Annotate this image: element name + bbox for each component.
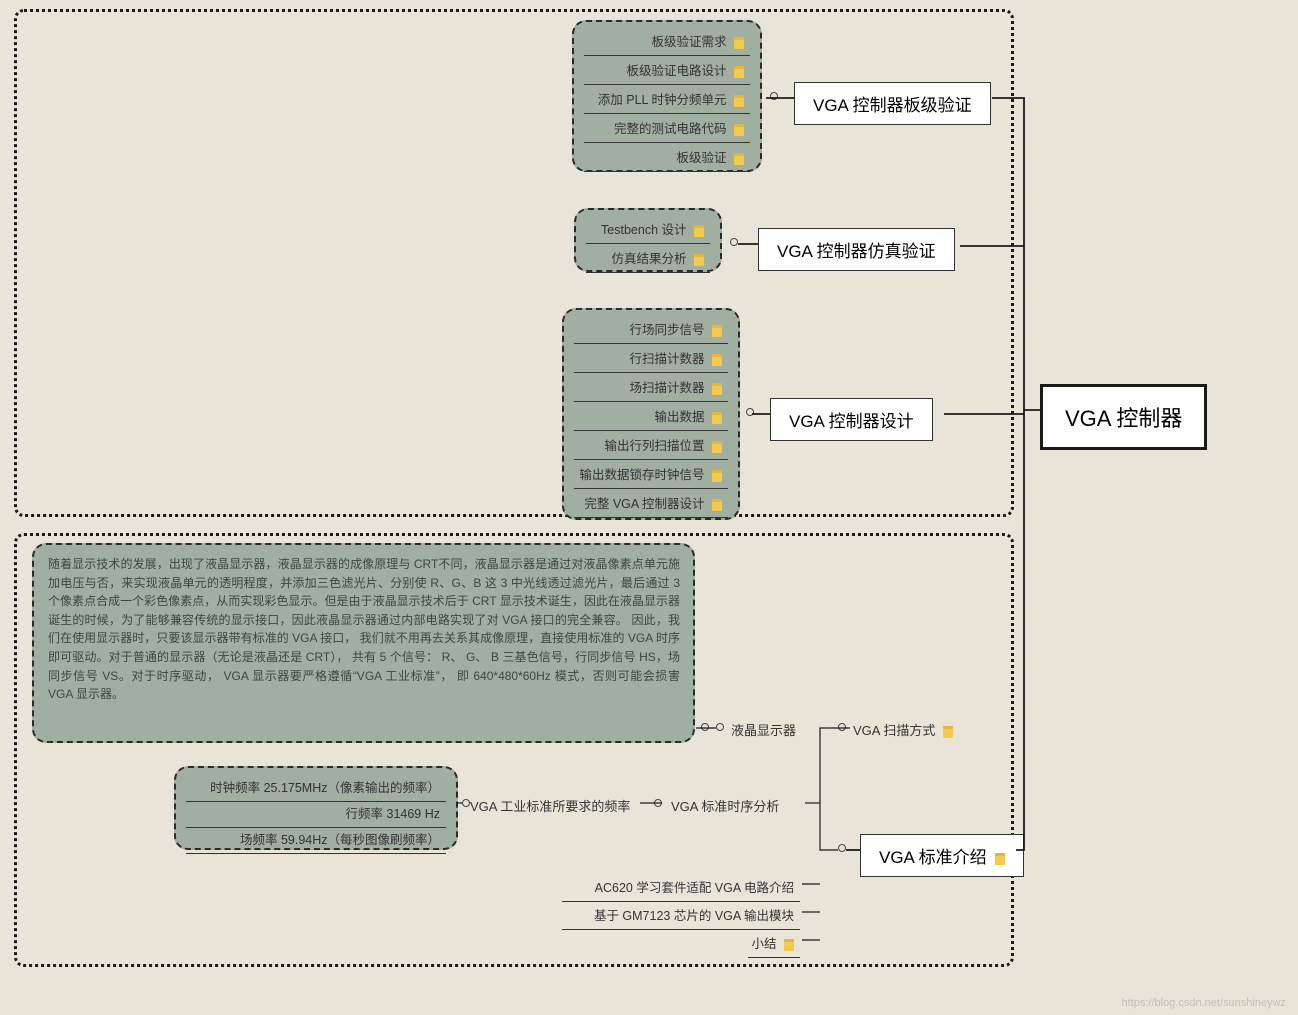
item-gm7123[interactable]: 基于 GM7123 芯片的 VGA 输出模块 xyxy=(562,902,800,930)
doc-icon xyxy=(734,153,744,165)
list-item[interactable]: 仿真结果分析 xyxy=(586,245,710,273)
item-summary-label: 小结 xyxy=(752,937,777,951)
branch-board-label: VGA 控制器板级验证 xyxy=(813,96,972,115)
dot xyxy=(770,92,778,100)
sub-scan[interactable]: VGA 扫描方式 xyxy=(853,720,953,739)
dot xyxy=(838,844,846,852)
list-item[interactable]: 时钟频率 25.175MHz（像素输出的频率） xyxy=(186,774,446,802)
sub-timing-label: VGA 标准时序分析 xyxy=(671,799,779,814)
dot xyxy=(462,799,470,807)
sub-freq-label: VGA 工业标准所要求的频率 xyxy=(470,799,630,814)
root-label: VGA 控制器 xyxy=(1065,406,1182,431)
list-item[interactable]: 场扫描计数器 xyxy=(574,374,728,402)
doc-icon xyxy=(712,412,722,424)
doc-icon xyxy=(712,383,722,395)
list-item[interactable]: 添加 PLL 时钟分频单元 xyxy=(584,86,750,114)
doc-icon xyxy=(712,441,722,453)
sub-lcd[interactable]: 液晶显示器 xyxy=(731,720,796,739)
list-item[interactable]: Testbench 设计 xyxy=(586,216,710,244)
root-node: VGA 控制器 xyxy=(1040,384,1207,450)
dot xyxy=(838,723,846,731)
branch-intro[interactable]: VGA 标准介绍 xyxy=(860,834,1024,877)
paragraph-text: 随着显示技术的发展，出现了液晶显示器，液晶显示器的成像原理与 CRT不同，液晶显… xyxy=(48,555,680,704)
branch-intro-label: VGA 标准介绍 xyxy=(879,848,987,867)
doc-icon xyxy=(734,95,744,107)
sub-scan-label: VGA 扫描方式 xyxy=(853,723,935,738)
dot xyxy=(654,799,662,807)
list-item[interactable]: 行频率 31469 Hz xyxy=(186,800,446,828)
doc-icon xyxy=(712,325,722,337)
item-gm7123-label: 基于 GM7123 芯片的 VGA 输出模块 xyxy=(594,909,794,923)
list-item[interactable]: 输出行列扫描位置 xyxy=(574,432,728,460)
doc-icon xyxy=(995,853,1005,865)
list-item[interactable]: 行场同步信号 xyxy=(574,316,728,344)
dot xyxy=(746,408,754,416)
item-ac620-label: AC620 学习套件适配 VGA 电路介绍 xyxy=(595,881,794,895)
list-item[interactable]: 输出数据锁存时钟信号 xyxy=(574,461,728,489)
list-item[interactable]: 板级验证电路设计 xyxy=(584,57,750,85)
doc-icon xyxy=(712,354,722,366)
doc-icon xyxy=(694,254,704,266)
doc-icon xyxy=(734,66,744,78)
list-item[interactable]: 板级验证 xyxy=(584,144,750,172)
list-item[interactable]: 板级验证需求 xyxy=(584,28,750,56)
list-item[interactable]: 完整的测试电路代码 xyxy=(584,115,750,143)
sub-timing[interactable]: VGA 标准时序分析 xyxy=(671,796,779,815)
watermark: https://blog.csdn.net/sunshineywz xyxy=(1122,997,1286,1009)
branch-design[interactable]: VGA 控制器设计 xyxy=(770,398,933,441)
doc-icon xyxy=(943,726,953,738)
doc-icon xyxy=(712,499,722,511)
list-item[interactable]: 场频率 59.94Hz（每秒图像刷频率） xyxy=(186,826,446,854)
branch-board[interactable]: VGA 控制器板级验证 xyxy=(794,82,991,125)
doc-icon xyxy=(694,225,704,237)
doc-icon xyxy=(784,939,794,951)
sub-lcd-label: 液晶显示器 xyxy=(731,723,796,738)
branch-design-label: VGA 控制器设计 xyxy=(789,412,914,431)
item-summary[interactable]: 小结 xyxy=(748,930,800,958)
dot xyxy=(716,723,724,731)
sub-freq[interactable]: VGA 工业标准所要求的频率 xyxy=(470,796,630,815)
doc-icon xyxy=(734,124,744,136)
branch-sim-label: VGA 控制器仿真验证 xyxy=(777,242,936,261)
list-item[interactable]: 完整 VGA 控制器设计 xyxy=(574,490,728,518)
dot xyxy=(730,238,738,246)
dot xyxy=(701,723,709,731)
list-item[interactable]: 输出数据 xyxy=(574,403,728,431)
doc-icon xyxy=(734,37,744,49)
branch-sim[interactable]: VGA 控制器仿真验证 xyxy=(758,228,955,271)
doc-icon xyxy=(712,470,722,482)
list-item[interactable]: 行扫描计数器 xyxy=(574,345,728,373)
item-ac620[interactable]: AC620 学习套件适配 VGA 电路介绍 xyxy=(562,874,800,902)
